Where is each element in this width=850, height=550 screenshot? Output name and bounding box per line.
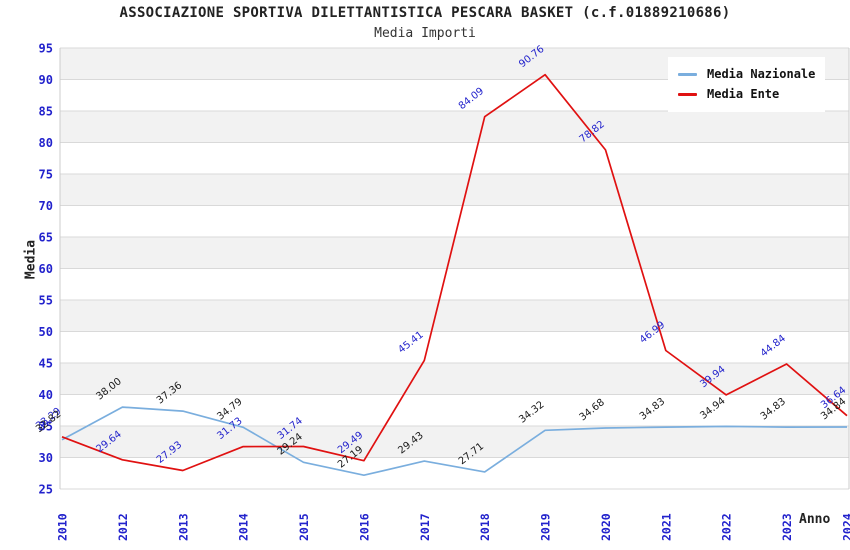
y-tick-label: 95 bbox=[39, 42, 53, 56]
x-tick-label: 2016 bbox=[357, 513, 371, 541]
chart-subtitle: Media Importi bbox=[374, 26, 476, 41]
plot-band bbox=[60, 394, 849, 426]
chart-title: ASSOCIAZIONE SPORTIVA DILETTANTISTICA PE… bbox=[119, 5, 731, 21]
x-tick-label: 2022 bbox=[720, 513, 734, 541]
plot-band bbox=[60, 268, 849, 300]
x-tick-label: 2014 bbox=[237, 513, 251, 541]
plot-band bbox=[60, 111, 849, 143]
plot-band bbox=[60, 174, 849, 206]
legend-item-media-ente: Media Ente bbox=[678, 84, 815, 104]
y-tick-label: 75 bbox=[39, 168, 53, 182]
y-tick-label: 55 bbox=[39, 294, 53, 308]
y-tick-label: 65 bbox=[39, 231, 53, 245]
y-axis-title: Media bbox=[23, 239, 39, 280]
x-tick-label: 2023 bbox=[780, 513, 794, 541]
legend-swatch-ente-icon bbox=[678, 92, 697, 96]
x-tick-label: 2015 bbox=[297, 513, 311, 541]
legend-label-ente: Media Ente bbox=[707, 87, 780, 101]
series-line-1 bbox=[61, 73, 848, 472]
legend-label-nazionale: Media Nazionale bbox=[707, 67, 816, 81]
x-tick-label: 2024 bbox=[841, 513, 850, 541]
x-tick-label: 2020 bbox=[599, 513, 613, 541]
x-tick-label: 2021 bbox=[659, 513, 673, 541]
x-axis-title: Anno bbox=[799, 512, 831, 527]
plot-band bbox=[60, 142, 849, 174]
x-tick-label: 2017 bbox=[418, 513, 432, 541]
y-tick-label: 30 bbox=[39, 451, 53, 465]
y-tick-label: 60 bbox=[39, 262, 53, 276]
plot-band bbox=[60, 426, 849, 458]
plot-band bbox=[60, 237, 849, 269]
plot-band bbox=[60, 457, 849, 489]
x-tick-label: 2012 bbox=[116, 513, 130, 541]
legend-item-media-nazionale: Media Nazionale bbox=[678, 64, 815, 84]
legend-swatch-nazionale-icon bbox=[678, 72, 697, 76]
y-tick-label: 80 bbox=[39, 136, 53, 150]
y-tick-label: 50 bbox=[39, 325, 53, 339]
y-tick-label: 85 bbox=[39, 105, 53, 119]
y-tick-label: 25 bbox=[39, 483, 53, 497]
y-tick-label: 45 bbox=[39, 357, 53, 371]
plot-band bbox=[60, 300, 849, 332]
x-tick-label: 2018 bbox=[478, 513, 492, 541]
legend: Media Nazionale Media Ente bbox=[668, 57, 826, 112]
y-tick-label: 40 bbox=[39, 388, 53, 402]
x-tick-label: 2010 bbox=[56, 513, 70, 541]
y-tick-label: 70 bbox=[39, 199, 53, 213]
x-tick-label: 2019 bbox=[539, 513, 553, 541]
y-tick-label: 90 bbox=[39, 73, 53, 87]
plot-band bbox=[60, 205, 849, 237]
series-line-0 bbox=[61, 406, 848, 477]
y-tick-label: 35 bbox=[39, 420, 53, 434]
plot-band bbox=[60, 331, 849, 363]
x-tick-label: 2013 bbox=[176, 513, 190, 541]
